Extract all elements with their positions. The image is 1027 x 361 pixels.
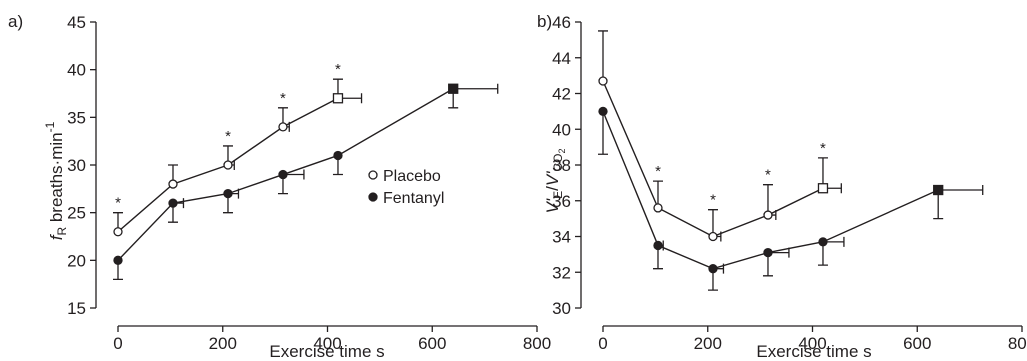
panel-a-placebo-point: [113, 227, 123, 237]
panel-a-significance-star: *: [225, 128, 231, 145]
panel-a-fentanyl-point: [278, 169, 288, 180]
panel-b-placebo-y-error: [598, 30, 608, 81]
panel-a-stars: * * * *: [115, 61, 341, 211]
panel-b-x-tick-label: 200: [694, 334, 722, 353]
panel-b: b) V'E/V'CO2 Exercise time s 30 32 34 36 38 4…: [537, 12, 1027, 361]
panel-a-axes: 15 20 25 30 35 40 45 0 200 400 600 800: [67, 13, 551, 353]
panel-b-x-tick-label: 800: [1008, 334, 1027, 353]
panel-b-y-tick-label: 42: [552, 85, 571, 104]
panel-b-y-tick-label: 36: [552, 192, 571, 211]
panel-a: a) fR breaths·min-1 Exercise time s 15 20…: [8, 12, 551, 361]
panel-a-placebo-point: [278, 122, 288, 132]
panel-b-markers: [598, 76, 944, 274]
panel-b-significance-star: *: [765, 167, 771, 184]
panel-a-fentanyl-x-error: [453, 83, 499, 94]
panel-a-y-tick-label: 40: [67, 61, 86, 80]
panel-a-fentanyl-end-marker: [448, 83, 459, 94]
panel-b-significance-star: *: [710, 192, 716, 209]
panel-b-x-tick-label: 600: [903, 334, 931, 353]
panel-a-fentanyl-line: [117, 88, 454, 261]
panel-a-x-tick-label: 0: [113, 334, 122, 353]
legend-fentanyl-label: Fentanyl: [383, 190, 444, 207]
panel-a-significance-star: *: [115, 195, 121, 212]
panel-a-x-tick-label: 800: [523, 334, 551, 353]
panel-b-placebo-y-error: [762, 184, 773, 216]
panel-a-markers: [113, 83, 459, 265]
panel-a-fentanyl-point: [333, 150, 343, 161]
legend: Placebo Fentanyl: [368, 168, 444, 207]
panel-b-x-axis-title: Exercise time s: [756, 342, 871, 361]
panel-b-significance-star: *: [820, 140, 826, 157]
panel-a-x-tick-label: 600: [418, 334, 446, 353]
panel-a-fentanyl-point: [113, 255, 123, 265]
panel-b-y-tick-label: 46: [552, 13, 571, 32]
panel-b-y-tick-label: 30: [552, 299, 571, 318]
panel-a-y-tick-label: 45: [67, 13, 86, 32]
panel-b-y-tick-label: 32: [552, 263, 571, 282]
panel-b-letter: b): [537, 12, 552, 31]
panel-a-x-tick-label: 400: [313, 334, 341, 353]
legend-placebo-label: Placebo: [383, 168, 441, 185]
panel-b-fentanyl-end-marker: [933, 184, 944, 196]
panel-b-placebo-point: [653, 203, 663, 213]
panel-b-y-axis-title: V'E/V'CO2: [543, 149, 567, 214]
panel-b-x-tick-label: 400: [798, 334, 826, 353]
panel-b-fentanyl-point: [763, 247, 773, 258]
panel-b-placebo-end-marker: [817, 183, 829, 194]
panel-b-fentanyl-point: [818, 237, 828, 247]
legend-fentanyl-marker: [368, 192, 378, 202]
panel-a-placebo-point: [168, 179, 178, 189]
panel-a-y-tick-label: 30: [67, 156, 86, 175]
panel-a-placebo-point: [223, 160, 233, 170]
panel-a-x-tick-label: 200: [209, 334, 237, 353]
panel-a-y-tick-label: 25: [67, 204, 86, 223]
panel-b-fentanyl-x-error: [938, 185, 984, 196]
panel-a-y-axis-title: fR breaths·min-1: [43, 121, 69, 240]
panel-b-fentanyl-point: [653, 240, 663, 251]
panel-b-placebo-point: [708, 231, 718, 242]
panel-a-placebo-end-marker: [332, 93, 344, 104]
panel-b-fentanyl-y-error: [598, 111, 608, 155]
panel-a-significance-star: *: [280, 90, 286, 107]
panel-b-fentanyl-point: [708, 264, 718, 274]
panel-b-placebo-point: [763, 210, 773, 220]
panel-a-x-axis-title: Exercise time s: [269, 342, 384, 361]
panel-b-fentanyl-point: [598, 106, 608, 117]
panel-b-stars: * * * *: [655, 140, 826, 209]
panel-a-y-tick-label: 20: [67, 251, 86, 270]
panel-b-x-tick-label: 0: [598, 334, 607, 353]
panel-b-y-tick-label: 34: [552, 228, 571, 247]
panel-b-fentanyl-line: [602, 111, 939, 270]
panel-b-y-tick-label: 38: [552, 156, 571, 175]
panel-a-y-tick-label: 35: [67, 108, 86, 127]
panel-b-axes: 30 32 34 36 38 40 42 44 46 0 200 400 600 800: [552, 13, 1027, 353]
panel-a-fentanyl-point: [223, 188, 233, 199]
panel-a-y-tick-label: 15: [67, 299, 86, 318]
panel-a-fentanyl-point: [168, 198, 178, 208]
panel-b-significance-star: *: [655, 163, 661, 180]
panel-a-significance-star: *: [335, 61, 341, 78]
panel-b-errorbars: [598, 30, 984, 291]
panel-b-placebo-point: [598, 76, 608, 86]
panel-b-y-tick-label: 44: [552, 49, 571, 68]
legend-placebo-marker: [368, 170, 378, 180]
panel-a-letter: a): [8, 12, 23, 31]
panel-b-y-tick-label: 40: [552, 120, 571, 139]
